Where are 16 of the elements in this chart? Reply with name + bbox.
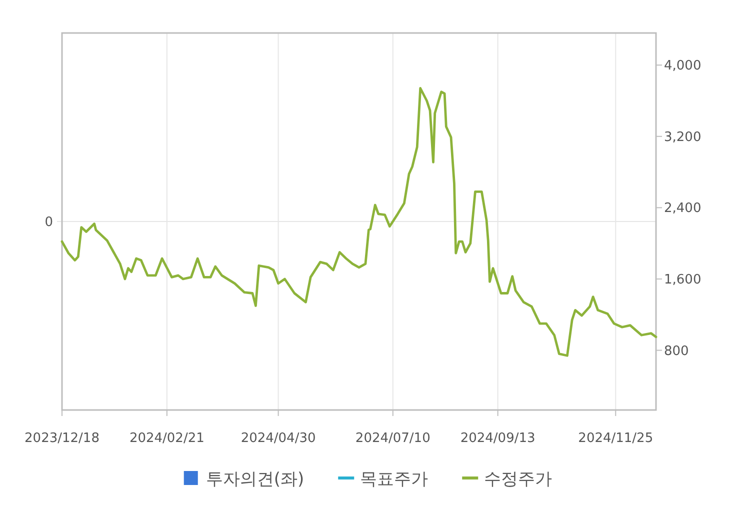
x-tick-label: 2024/02/21 [129, 431, 204, 446]
y2-tick-label: 3,200 [664, 130, 702, 145]
y2-tick-label: 1,600 [664, 272, 702, 288]
text: 0 [44, 215, 53, 230]
y2-tick-label: 800 [664, 344, 689, 359]
x-tick-label: 2024/09/13 [460, 431, 536, 446]
x-tick-label: 2024/07/10 [355, 431, 430, 446]
legend-label: 수정주가 [484, 470, 552, 490]
legend-label: 목표주가 [360, 470, 428, 490]
legend-label: 투자의견(좌) [206, 470, 304, 490]
x-tick-label: 2024/04/30 [240, 431, 316, 446]
annotation: 0 [44, 215, 656, 230]
y2-tick-label: 2,400 [664, 201, 702, 216]
x-tick-label: 2023/12/18 [24, 431, 100, 446]
y2-tick-label: 4,000 [664, 58, 702, 74]
x-tick-label: 2024/11/25 [578, 431, 654, 446]
